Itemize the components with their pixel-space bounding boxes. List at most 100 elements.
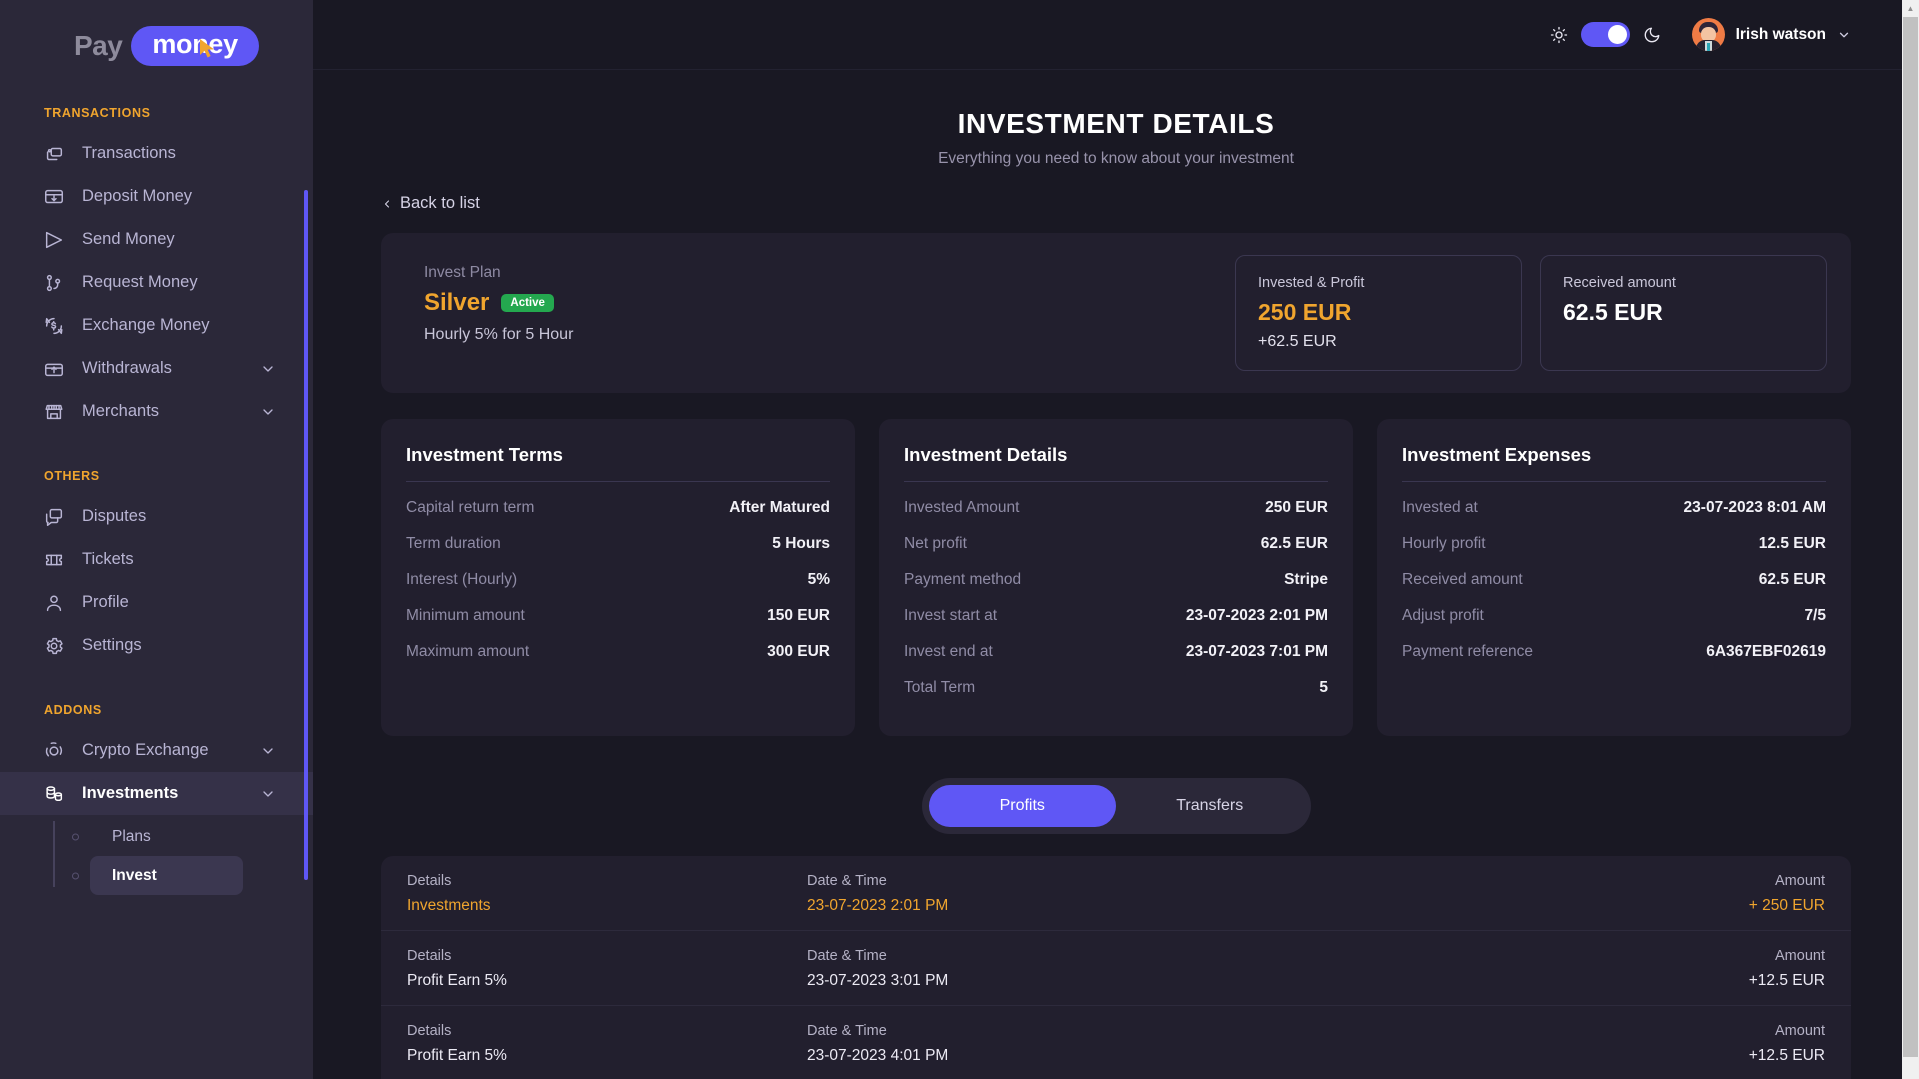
tx-details-header: Details xyxy=(407,1022,452,1039)
tx-details-col: Details Profit Earn 5% xyxy=(407,948,807,990)
table-row[interactable]: Details Profit Earn 5% Date & Time 23-07-20… xyxy=(381,930,1851,1006)
card-investment-expenses: Investment Expenses Invested at 23-07-2023… xyxy=(1377,418,1851,736)
page-title: INVESTMENT DETAILS xyxy=(957,108,1275,139)
card-row: Minimum amount 150 EUR xyxy=(406,598,830,634)
tx-date-header: Date & Time xyxy=(807,947,887,964)
tx-date-col: Date & Time 23-07-2023 4:01 PM xyxy=(807,1023,1565,1065)
tx-details-value: Profit Earn 5% xyxy=(407,1046,507,1064)
card-row-value: 23-07-2023 8:01 AM xyxy=(1683,498,1826,516)
card-row-value: 12.5 EUR xyxy=(1758,534,1826,552)
sidebar-section-title: TRANSACTIONS xyxy=(44,106,151,120)
card-row-value: 6A367EBF02619 xyxy=(1706,642,1826,660)
tx-details-value: Investments xyxy=(407,896,491,914)
info-cards-row: Investment Terms Capital return term After… xyxy=(381,418,1851,736)
theme-switch-knob xyxy=(1607,25,1627,44)
tx-amount-value: +12.5 EUR xyxy=(1748,1046,1825,1064)
card-row: Interest (Hourly) 5% xyxy=(406,562,830,598)
chevron-left-icon xyxy=(381,198,393,210)
request-icon xyxy=(42,271,66,295)
sidebar-item-request-money[interactable]: Request Money xyxy=(0,261,313,304)
card-title: Investment Expenses xyxy=(1402,443,1592,465)
scrollbar-up-arrow[interactable]: ▲ xyxy=(1906,4,1915,13)
divider xyxy=(1402,480,1826,482)
sidebar-item-send-money[interactable]: Send Money xyxy=(0,218,313,261)
back-to-list-link[interactable]: Back to list xyxy=(381,194,480,213)
invest-plan-block: Invest Plan Silver Active Hourly 5% for … xyxy=(405,255,1217,371)
sidebar-item-label: Investments xyxy=(82,784,179,802)
stat-card-invested-profit: Invested & Profit 250 EUR +62.5 EUR xyxy=(1235,254,1522,371)
sidebar-item-tickets[interactable]: Tickets xyxy=(0,538,313,581)
card-row-value: 7/5 xyxy=(1804,606,1826,624)
stat-label: Received amount xyxy=(1563,274,1676,291)
chevron-down-icon[interactable] xyxy=(257,786,279,802)
tx-details-col: Details Investments xyxy=(407,873,807,915)
card-row: Maximum amount 300 EUR xyxy=(406,634,830,670)
user-menu[interactable]: Irish watson xyxy=(1691,18,1851,51)
sidebar-item-settings[interactable]: Settings xyxy=(0,624,313,667)
card-row-value: 62.5 EUR xyxy=(1758,570,1826,588)
sidebar-item-label: Profile xyxy=(82,593,129,611)
settings-icon xyxy=(42,634,66,658)
avatar xyxy=(1691,18,1725,51)
card-row: Term duration 5 Hours xyxy=(406,526,830,562)
card-row-key: Capital return term xyxy=(406,498,535,516)
scrollbar-thumb[interactable] xyxy=(1903,17,1918,1057)
user-name: Irish watson xyxy=(1735,25,1826,43)
tx-date-header: Date & Time xyxy=(807,1022,887,1039)
sidebar-item-withdrawals[interactable]: Withdrawals xyxy=(0,347,313,390)
card-row-value: 5 xyxy=(1319,678,1328,696)
card-row-key: Total Term xyxy=(904,678,976,696)
sidebar-item-disputes[interactable]: Disputes xyxy=(0,495,313,538)
chevron-down-icon[interactable] xyxy=(257,743,279,759)
theme-switch[interactable] xyxy=(1580,22,1630,47)
tx-details-header: Details xyxy=(407,947,452,964)
sidebar: Pay money TRANSACTIONS Transactions Deposi… xyxy=(0,0,313,1079)
page-content: INVESTMENT DETAILS Everything you need t… xyxy=(313,70,1919,1079)
moon-icon[interactable] xyxy=(1643,26,1661,44)
chevron-down-icon xyxy=(1837,28,1851,42)
main-area: Irish watson INVESTMENT DETAILS Everythi… xyxy=(313,0,1919,1079)
chevron-down-icon[interactable] xyxy=(257,404,279,420)
disputes-icon xyxy=(42,505,66,529)
chevron-down-icon[interactable] xyxy=(257,361,279,377)
card-row-key: Maximum amount xyxy=(406,642,530,660)
transactions-list: Details Investments Date & Time 23-07-2023 … xyxy=(381,855,1851,1079)
table-row[interactable]: Details Profit Earn 5% Date & Time 23-07-20… xyxy=(381,1005,1851,1079)
brand-logo[interactable]: Pay money xyxy=(0,0,313,70)
sidebar-item-crypto-exchange[interactable]: Crypto Exchange xyxy=(0,729,313,772)
tab-profits[interactable]: Profits xyxy=(928,784,1116,827)
sidebar-scrollbar[interactable] xyxy=(304,190,308,880)
card-row: Adjust profit 7/5 xyxy=(1402,598,1826,634)
divider xyxy=(406,480,830,482)
sidebar-subitem-invest[interactable]: Invest xyxy=(90,856,243,895)
card-row-value: 5% xyxy=(807,570,830,588)
back-to-list-label: Back to list xyxy=(400,194,480,212)
transactions-icon xyxy=(42,142,66,166)
card-row-key: Hourly profit xyxy=(1402,534,1486,552)
merchants-icon xyxy=(42,400,66,424)
sidebar-item-deposit-money[interactable]: Deposit Money xyxy=(0,175,313,218)
sidebar-item-profile[interactable]: Profile xyxy=(0,581,313,624)
sidebar-item-exchange-money[interactable]: Exchange Money xyxy=(0,304,313,347)
brand-money-text: money xyxy=(131,26,259,66)
deposit-icon xyxy=(42,185,66,209)
sidebar-item-label: Disputes xyxy=(82,507,147,525)
card-row: Hourly profit 12.5 EUR xyxy=(1402,526,1826,562)
card-row: Net profit 62.5 EUR xyxy=(904,526,1328,562)
sidebar-item-investments[interactable]: Investments xyxy=(0,772,313,815)
sidebar-item-transactions[interactable]: Transactions xyxy=(0,132,313,175)
sidebar-section-title: ADDONS xyxy=(44,703,102,717)
sun-icon[interactable] xyxy=(1550,26,1568,44)
divider xyxy=(904,480,1328,482)
page-scrollbar[interactable]: ▲ xyxy=(1902,0,1919,1079)
table-row[interactable]: Details Investments Date & Time 23-07-2023 … xyxy=(381,855,1851,931)
tx-date-value: 23-07-2023 3:01 PM xyxy=(807,971,949,989)
sidebar-item-merchants[interactable]: Merchants xyxy=(0,390,313,433)
sidebar-subitem-label: Invest xyxy=(112,866,157,884)
tab-transfers[interactable]: Transfers xyxy=(1116,785,1304,827)
exchange-icon xyxy=(42,314,66,338)
tabs-wrap: Profits Transfers xyxy=(381,777,1851,834)
card-row: Invest start at 23-07-2023 2:01 PM xyxy=(904,598,1328,634)
sidebar-item-label: Withdrawals xyxy=(82,359,172,377)
sidebar-subitem-plans[interactable]: Plans xyxy=(90,817,243,856)
